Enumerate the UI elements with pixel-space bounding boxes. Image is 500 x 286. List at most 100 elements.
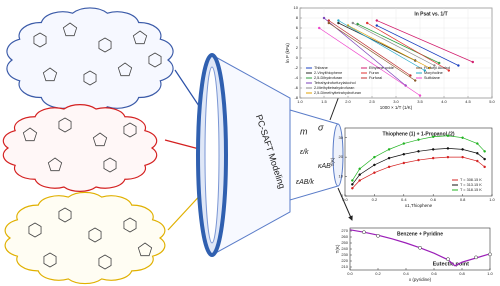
x-tick-label: 4.0 (441, 99, 447, 104)
x-axis-label: 1000 × 1/T (1/K) (380, 105, 413, 110)
molecule (98, 254, 112, 270)
series-line (347, 25, 430, 69)
funnel-spout (289, 109, 339, 201)
molecule (33, 32, 47, 48)
marker (376, 233, 380, 238)
legend-label: Tetrahydrofurfurylalcohol (314, 81, 356, 85)
marker (483, 150, 486, 153)
marker (483, 165, 486, 169)
x-tick-label: 0.2 (375, 271, 381, 276)
marker (446, 134, 450, 138)
x-tick-label: 0.0 (342, 197, 348, 202)
y-tick-label: -2 (294, 65, 298, 70)
marker (351, 186, 354, 190)
marker (428, 66, 431, 70)
legend-label: Sulfolane (424, 76, 440, 80)
marker (433, 64, 436, 67)
parameter: εAB/k (296, 179, 314, 186)
marker (417, 150, 420, 153)
series-line (352, 22, 435, 66)
arrow (337, 187, 353, 221)
marker (373, 163, 376, 167)
molecule (92, 132, 108, 147)
marker (351, 183, 354, 186)
y-axis-label: ln P (kPa) (285, 43, 290, 63)
marker (457, 64, 460, 67)
legend-label: Furan (369, 71, 379, 75)
x-tick-label: 3.5 (417, 99, 423, 104)
x-tick-label: 1.0 (487, 271, 493, 276)
y-tick-label: 8 (296, 15, 299, 20)
x-tick-label: 1.5 (321, 99, 327, 104)
legend-label: T = 308.15 K (460, 178, 482, 182)
marker (327, 21, 331, 25)
marker (402, 161, 406, 165)
marker (362, 230, 366, 235)
marker (337, 21, 340, 25)
marker (356, 22, 359, 26)
marker (474, 255, 478, 260)
marker (373, 155, 376, 159)
legend-label: 2,5-Dimethyltetrahydrofuran (314, 91, 361, 95)
molecule (83, 70, 97, 86)
y-tick-label: 0 (296, 55, 299, 60)
marker (418, 245, 422, 250)
y-tick-label: 30 (339, 135, 344, 140)
marker (461, 136, 464, 139)
x-tick-label: 2.0 (345, 99, 351, 104)
marker (476, 142, 479, 145)
x-tick-label: 0.6 (430, 197, 436, 202)
marker (317, 26, 321, 30)
marker (351, 179, 354, 182)
marker (409, 74, 412, 77)
molecule (58, 207, 72, 223)
marker (476, 159, 479, 163)
x-tick-label: 0.4 (403, 271, 409, 276)
molecule (62, 22, 78, 37)
molecule (103, 157, 117, 173)
molecule (98, 37, 112, 53)
series-line (328, 22, 416, 81)
legend-label: T = 313.15 K (460, 183, 482, 187)
molecule (148, 52, 162, 68)
marker (476, 152, 479, 155)
legend-label: Ethylene oxide (369, 66, 394, 70)
chart-title: Benzene + Pyridine (397, 231, 443, 237)
y-tick-label: 210 (341, 264, 348, 269)
molecule (47, 157, 63, 172)
parameter: σ (318, 122, 324, 132)
x-tick-label: 0.8 (459, 271, 465, 276)
legend-label: T = 318.15 K (460, 188, 482, 192)
spout-end (332, 123, 344, 187)
molecule (58, 117, 72, 133)
x-tick-label: 1.0 (489, 197, 495, 202)
x-axis-label: x1,Thiophene (405, 203, 433, 208)
marker (387, 165, 391, 169)
x-tick-label: 2.5 (369, 99, 375, 104)
y-axis-label: T(K) (335, 244, 340, 253)
molecule (88, 227, 102, 243)
marker (437, 61, 441, 65)
marker (423, 69, 427, 72)
y-axis-label: T(K) (330, 157, 335, 166)
funnel-ring-inner (204, 66, 220, 244)
marker (402, 142, 406, 145)
x-axis-label: x (pyridine) (409, 277, 432, 282)
series-line (338, 22, 416, 61)
x-tick-label: 0.2 (372, 197, 378, 202)
marker (447, 69, 451, 72)
marker (351, 21, 355, 25)
marker (358, 167, 361, 171)
marker (417, 138, 420, 141)
marker (431, 148, 435, 151)
y-tick-label: -4 (294, 75, 298, 80)
x-tick-label: 0.8 (460, 197, 466, 202)
molecule (117, 62, 133, 77)
series-line (349, 229, 491, 267)
y-tick-label: 10 (294, 5, 299, 10)
y-tick-label: 220 (341, 258, 348, 263)
y-tick-label: 20 (339, 154, 344, 159)
y-tick-label: 4 (296, 35, 299, 40)
clouds (2, 7, 174, 285)
series-line (357, 23, 440, 64)
